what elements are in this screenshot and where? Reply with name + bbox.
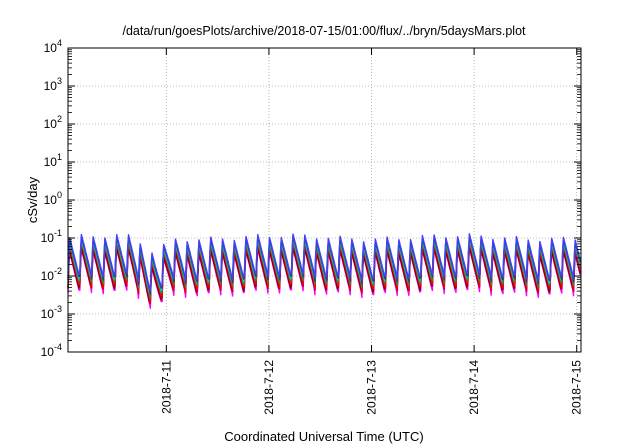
y-axis-title: cSv/day [25,176,40,223]
x-tick-label: 2018-7-14 [467,360,481,415]
series-line [67,246,581,304]
y-tick-labels: 10-4 10-3 10-2 10-1 100 101 102 103 104 [41,38,62,359]
x-axis-title: Coordinated Universal Time (UTC) [224,429,423,444]
y-tick-label: 102 [44,114,62,131]
x-tick-label: 2018-7-12 [262,360,276,415]
axis-ticks [68,47,581,353]
y-tick-label: 10-2 [41,266,62,283]
y-tick-label: 100 [44,190,62,207]
y-tick-label: 103 [44,76,62,93]
y-tick-label: 101 [44,152,62,169]
y-tick-label: 104 [44,38,62,55]
y-tick-label: 10-4 [41,342,62,359]
y-tick-label: 10-3 [41,304,62,321]
series-line [67,233,581,292]
plot-series [67,233,581,309]
x-tick-labels: 2018-7-11 2018-7-12 2018-7-13 2018-7-14 2018… [159,360,583,415]
chart-title: /data/run/goesPlots/archive/2018-07-15/0… [122,24,526,38]
y-tick-label: 10-1 [41,228,62,245]
x-tick-label: 2018-7-11 [159,360,173,414]
x-tick-label: 2018-7-15 [570,360,584,415]
x-tick-label: 2018-7-13 [365,360,379,415]
